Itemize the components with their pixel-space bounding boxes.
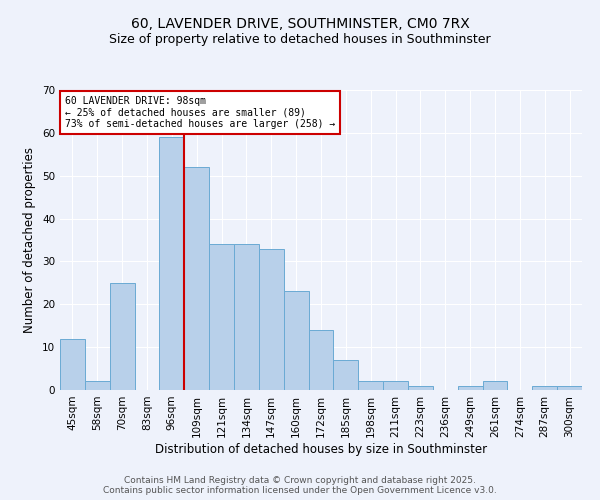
Bar [308, 330, 334, 390]
Bar [383, 382, 408, 390]
Bar [334, 360, 358, 390]
Bar [209, 244, 234, 390]
Bar [259, 248, 284, 390]
Text: 60, LAVENDER DRIVE, SOUTHMINSTER, CM0 7RX: 60, LAVENDER DRIVE, SOUTHMINSTER, CM0 7R… [131, 18, 469, 32]
Text: Size of property relative to detached houses in Southminster: Size of property relative to detached ho… [109, 32, 491, 46]
Text: 60 LAVENDER DRIVE: 98sqm
← 25% of detached houses are smaller (89)
73% of semi-d: 60 LAVENDER DRIVE: 98sqm ← 25% of detach… [65, 96, 335, 129]
X-axis label: Distribution of detached houses by size in Southminster: Distribution of detached houses by size … [155, 442, 487, 456]
Bar [458, 386, 482, 390]
Bar [532, 386, 557, 390]
Bar [110, 283, 134, 390]
Bar [408, 386, 433, 390]
Bar [557, 386, 582, 390]
Bar [85, 382, 110, 390]
Bar [358, 382, 383, 390]
Y-axis label: Number of detached properties: Number of detached properties [23, 147, 37, 333]
Bar [234, 244, 259, 390]
Bar [284, 292, 308, 390]
Bar [482, 382, 508, 390]
Bar [160, 137, 184, 390]
Bar [60, 338, 85, 390]
Text: Contains HM Land Registry data © Crown copyright and database right 2025.
Contai: Contains HM Land Registry data © Crown c… [103, 476, 497, 495]
Bar [184, 167, 209, 390]
